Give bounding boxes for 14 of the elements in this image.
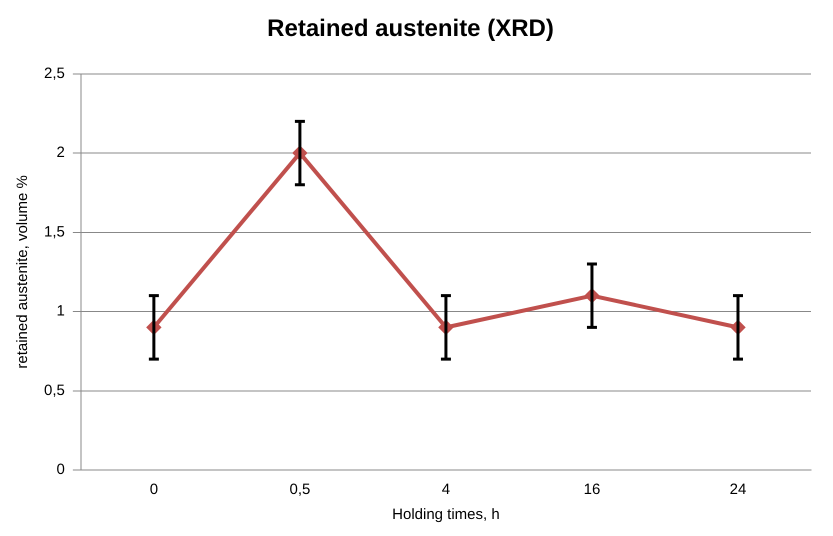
y-tick-label: 2,5: [44, 64, 65, 82]
y-tick-label: 1: [56, 302, 65, 320]
y-tick-label: 2: [56, 144, 65, 162]
x-axis-title: Holding times, h: [392, 506, 500, 524]
x-tick-label: 24: [730, 481, 746, 498]
x-tick-label: 16: [584, 481, 600, 498]
x-tick-label: 4: [442, 481, 450, 498]
x-tick-label: 0,5: [289, 481, 310, 498]
y-tick-label: 0: [56, 461, 65, 478]
chart-title: Retained austenite (XRD): [267, 15, 554, 42]
y-tick-label: 0,5: [44, 382, 65, 399]
x-tick-label: 0: [150, 481, 158, 498]
y-axis-title: retained austenite, volume %: [14, 175, 32, 369]
y-tick-label: 1,5: [44, 223, 65, 240]
